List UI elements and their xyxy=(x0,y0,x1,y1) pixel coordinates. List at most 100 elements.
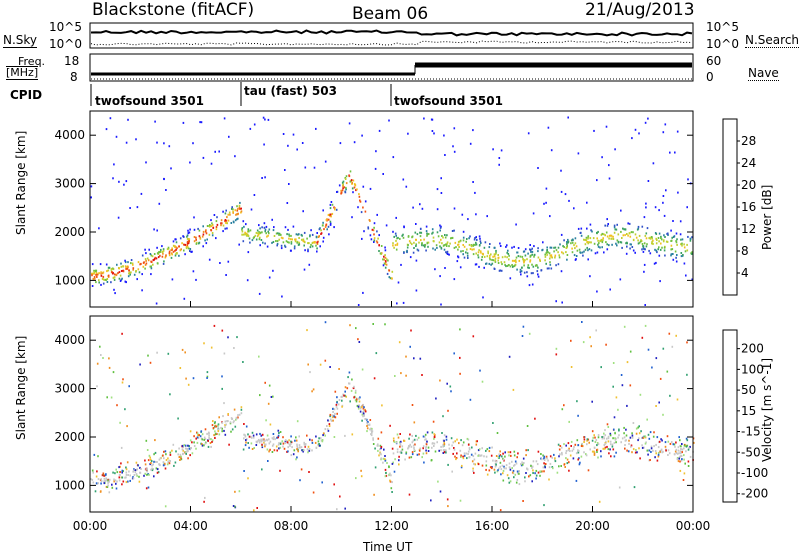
data-cell xyxy=(546,251,548,254)
data-cell xyxy=(282,133,285,135)
data-cell xyxy=(460,454,462,457)
data-cell xyxy=(469,142,472,145)
data-cell xyxy=(352,191,354,194)
data-cell xyxy=(212,226,214,229)
data-cell xyxy=(442,452,445,454)
data-cell xyxy=(531,465,534,468)
data-cell xyxy=(95,475,98,478)
data-cell xyxy=(128,271,131,274)
data-cell xyxy=(150,267,153,270)
data-cell xyxy=(275,232,278,235)
data-cell xyxy=(341,395,343,398)
data-cell xyxy=(308,263,311,266)
data-cell xyxy=(334,390,337,393)
data-cell xyxy=(651,242,653,245)
data-cell xyxy=(666,240,669,243)
data-cell xyxy=(618,486,621,489)
data-cell xyxy=(467,453,469,455)
data-cell xyxy=(154,439,156,442)
velocity-cb-label: Velocity [m s^-1] xyxy=(760,357,774,462)
data-cell xyxy=(513,476,515,479)
cb-tick-label: 20 xyxy=(741,178,756,192)
data-cell xyxy=(359,407,362,410)
data-cell xyxy=(612,448,615,451)
data-cell xyxy=(271,444,274,447)
data-cell xyxy=(200,121,203,124)
data-cell xyxy=(147,459,150,462)
data-cell xyxy=(500,149,503,152)
data-cell xyxy=(511,467,513,469)
data-cell xyxy=(307,363,309,366)
data-cell xyxy=(259,227,261,230)
data-cell xyxy=(586,241,588,244)
data-cell xyxy=(520,464,523,467)
data-cell xyxy=(484,241,487,244)
data-cell xyxy=(400,451,403,454)
colorbar-frame xyxy=(722,329,738,503)
data-cell xyxy=(241,228,243,231)
data-cell xyxy=(289,444,291,447)
data-cell xyxy=(570,366,573,368)
data-cell xyxy=(311,441,314,444)
data-cell xyxy=(513,464,515,467)
data-cell xyxy=(496,470,499,473)
data-cell xyxy=(95,269,98,272)
data-cell xyxy=(351,181,353,184)
data-cell xyxy=(196,436,199,439)
data-cell xyxy=(499,465,502,468)
data-cell xyxy=(356,398,358,401)
data-cell xyxy=(540,269,543,272)
data-cell xyxy=(489,258,491,261)
data-cell xyxy=(324,160,327,163)
data-cell xyxy=(262,116,265,119)
data-cell xyxy=(217,430,220,433)
data-cell xyxy=(552,467,554,470)
data-cell xyxy=(106,479,109,482)
data-cell xyxy=(653,445,655,448)
data-cell xyxy=(384,455,386,457)
data-cell xyxy=(250,442,253,445)
data-cell xyxy=(328,233,330,236)
data-cell xyxy=(180,458,183,461)
data-cell xyxy=(355,327,357,330)
data-cell xyxy=(602,237,604,240)
data-cell xyxy=(395,234,397,237)
data-cell xyxy=(188,447,191,450)
data-cell xyxy=(543,457,545,460)
data-cell xyxy=(400,372,402,375)
data-cell xyxy=(164,505,167,508)
data-cell xyxy=(632,448,635,451)
data-cell xyxy=(535,477,537,480)
data-cell xyxy=(516,251,518,254)
data-cell xyxy=(544,463,547,465)
data-cell xyxy=(229,213,231,216)
data-cell xyxy=(362,412,365,415)
data-cell xyxy=(569,450,571,452)
data-cell xyxy=(338,368,340,370)
data-cell xyxy=(555,300,557,303)
data-cell xyxy=(472,129,474,132)
data-cell xyxy=(333,483,335,486)
data-cell xyxy=(214,430,216,433)
data-cell xyxy=(648,437,651,440)
data-cell xyxy=(327,429,330,432)
data-cell xyxy=(127,266,129,269)
data-cell xyxy=(255,238,258,241)
data-cell xyxy=(424,438,426,441)
data-cell xyxy=(626,241,628,244)
data-cell xyxy=(203,444,205,447)
data-cell xyxy=(493,468,496,471)
data-cell xyxy=(151,467,153,470)
data-cell xyxy=(259,432,261,435)
data-cell xyxy=(453,447,455,449)
data-cell xyxy=(285,240,288,243)
data-cell xyxy=(384,256,387,259)
data-cell xyxy=(236,205,238,208)
data-cell xyxy=(202,156,205,159)
data-cell xyxy=(118,267,120,270)
data-cell xyxy=(467,218,469,221)
data-cell xyxy=(475,243,478,246)
data-cell xyxy=(236,336,238,339)
data-cell xyxy=(306,448,309,451)
data-cell xyxy=(678,457,680,460)
